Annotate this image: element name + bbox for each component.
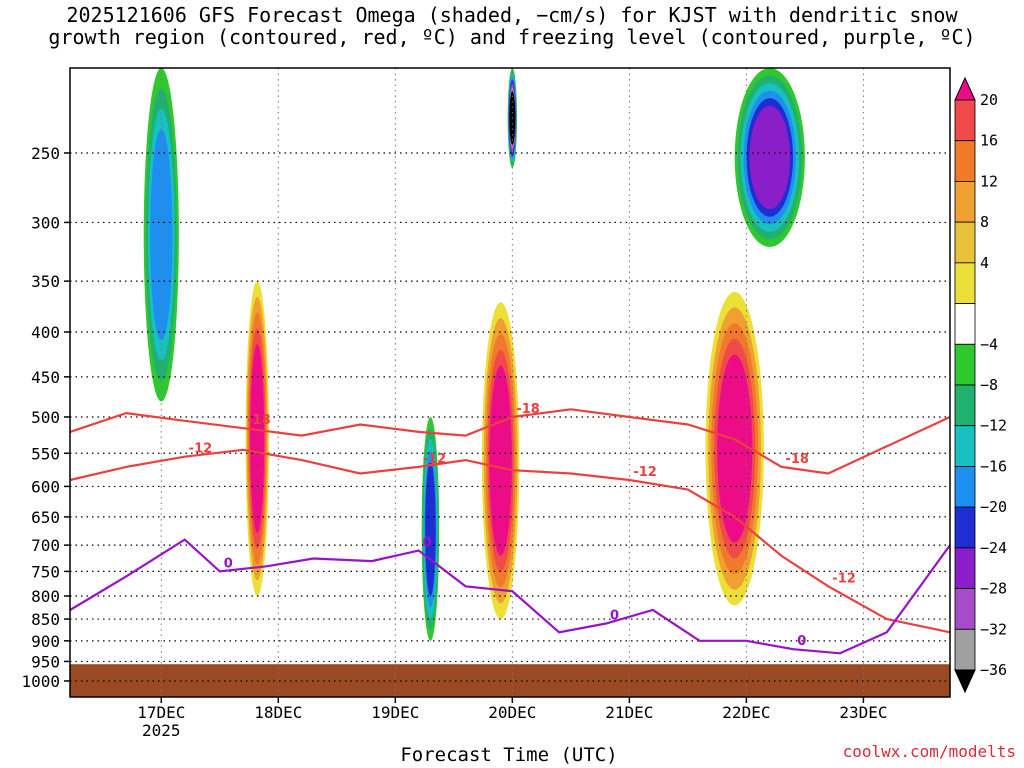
contour-freezing-label-1: 0 [423,536,432,551]
x-tick-label-20DEC: 20DEC [488,703,536,722]
y-tick-label-250: 250 [31,144,60,163]
contour-minus18-label-1: -18 [516,402,540,417]
x-tick-label-19DEC: 19DEC [371,703,419,722]
contour-minus12-label-2: -12 [633,465,657,480]
colorbar-label-13: −36 [980,661,1007,679]
colorbar-box-12 [954,547,976,589]
x-tick-label-22DEC: 22DEC [722,703,770,722]
colorbar-box-7 [954,343,976,386]
x-tick-label-21DEC: 21DEC [605,703,653,722]
colorbar-top-arrow [954,76,976,101]
y-tick-label-500: 500 [31,408,60,427]
omega-shade-0-level-20 [250,344,265,534]
contour-minus12-label-1: -12 [423,452,447,467]
contour-minus18-line [69,408,951,475]
colorbar-label-7: −12 [980,417,1007,435]
colorbar-label-3: 8 [980,213,989,231]
colorbar: 20 16 12 8 4 −4 −8 −12 −16 −20 −24 −28 −32 −36 [954,76,1007,694]
colorbar-label-9: −20 [980,498,1007,516]
x-tick-label-23DEC: 23DEC [839,703,887,722]
contour-freezing-label-3: 0 [797,634,806,649]
y-tick-label-800: 800 [31,587,60,606]
omega-shade-6-level--24 [749,105,791,210]
contour-minus12-label-0: -12 [189,442,213,457]
y-tick-label-650: 650 [31,508,60,527]
colorbar-box-1 [954,99,976,142]
x-tick-label-18DEC: 18DEC [254,703,302,722]
colorbar-label-6: −8 [980,376,998,394]
contour-freezing-line [69,538,951,655]
colorbar-label-2: 12 [980,172,998,190]
y-tick-label-550: 550 [31,444,60,463]
y-tick-label-1000: 1000 [21,672,60,691]
omega-shade-5-level--20 [425,461,436,597]
y-tick-label-450: 450 [31,368,60,387]
x-tick-sublabel-17DEC: 2025 [142,721,181,740]
y-tick-label-300: 300 [31,213,60,232]
credit-link[interactable]: coolwx.com/modelts [842,742,1016,761]
y-tick-label-900: 900 [31,632,60,651]
omega-shade-1-level-20 [489,365,512,556]
y-tick-label-400: 400 [31,323,60,342]
colorbar-label-11: −28 [980,580,1007,598]
contour-minus12-label-3: -12 [832,571,856,586]
colorbar-label-8: −16 [980,457,1007,475]
contour-minus18-label-0: -18 [247,413,270,428]
y-tick-label-850: 850 [31,610,60,629]
colorbar-box-4 [954,221,976,264]
colorbar-box-9 [954,425,976,467]
title-line-1: 2025121606 GFS Forecast Omega (shaded, −… [66,3,958,27]
colorbar-box-8 [954,384,976,427]
y-tick-label-600: 600 [31,477,60,496]
colorbar-box-3 [954,181,976,223]
colorbar-box-10 [954,466,976,508]
contour-freezing-label-0: 0 [224,556,233,571]
colorbar-box-11 [954,506,976,549]
y-tick-label-350: 350 [31,272,60,291]
plot-area: -12 -12 -12 -12 -18 -18 -18 0 0 0 0 [69,68,951,697]
colorbar-box-5 [954,262,976,304]
colorbar-label-12: −32 [980,620,1007,638]
contour-minus12-line [69,448,951,634]
contour-freezing-label-2: 0 [610,609,619,624]
colorbar-box-2 [954,140,976,182]
omega-shade-3-level--16 [150,129,173,341]
contour-minus18-label-2: -18 [785,452,809,467]
colorbar-box-13 [954,588,976,630]
y-tick-label-700: 700 [31,536,60,555]
title-line-2: growth region (contoured, red, ºC) and f… [48,25,976,49]
x-tick-label-17DEC: 17DEC [137,703,185,722]
colorbar-label-0: 20 [980,91,998,109]
colorbar-box-14 [954,628,976,671]
colorbar-box-6 [954,303,976,345]
y-tick-label-950: 950 [31,652,60,671]
y-tick-label-750: 750 [31,562,60,581]
colorbar-label-10: −24 [980,539,1007,557]
colorbar-label-4: 4 [980,254,989,272]
colorbar-bottom-arrow [954,669,976,694]
plot-frame [69,67,951,698]
omega-shade-2-level-20 [717,354,753,543]
axes: 250 300 350 400 450 500 550 600 650 700 750 800 850 9… [21,67,951,740]
colorbar-label-1: 16 [980,132,998,150]
chart-title: 2025121606 GFS Forecast Omega (shaded, −… [0,4,1024,48]
x-axis-title: Forecast Time (UTC) [400,744,618,766]
colorbar-label-5: −4 [980,335,998,353]
